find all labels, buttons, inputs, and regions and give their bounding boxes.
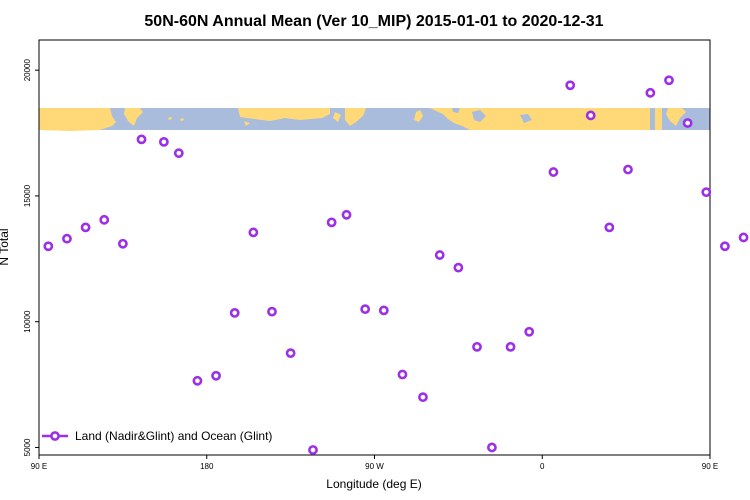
- legend: Land (Nadir&Glint) and Ocean (Glint): [42, 429, 272, 443]
- legend-point-marker: [50, 431, 60, 441]
- y-tick-label: 10000: [23, 310, 32, 333]
- data-point: [80, 222, 91, 233]
- data-point: [720, 241, 730, 252]
- data-point: [326, 217, 337, 228]
- x-axis: 90 E 180 90 W 0 90 E: [31, 455, 718, 471]
- x-axis-label: Longitude (deg E): [326, 477, 421, 491]
- y-axis: 5000 10000 15000 20000: [23, 59, 39, 456]
- data-point: [701, 187, 712, 198]
- data-point: [136, 134, 147, 145]
- data-point: [664, 75, 674, 86]
- data-point: [117, 238, 128, 249]
- data-point: [229, 307, 240, 318]
- data-point: [472, 341, 482, 352]
- data-point: [192, 375, 203, 386]
- data-point: [505, 341, 516, 352]
- data-point: [43, 241, 54, 252]
- data-point: [285, 348, 296, 359]
- data-point: [248, 227, 259, 238]
- chart-title: 50N-60N Annual Mean (Ver 10_MIP) 2015-01…: [144, 13, 603, 30]
- x-tick-label: 0: [540, 462, 545, 471]
- data-point: [418, 392, 428, 403]
- data-point: [397, 369, 408, 380]
- legend-label: Land (Nadir&Glint) and Ocean (Glint): [75, 429, 272, 443]
- data-point: [341, 209, 352, 220]
- y-tick-label: 15000: [23, 184, 32, 207]
- data-point: [62, 233, 72, 244]
- data-point: [565, 80, 576, 91]
- data-point: [211, 370, 221, 381]
- data-point: [267, 306, 277, 317]
- x-tick-label: 90 E: [31, 462, 47, 471]
- data-points: [43, 75, 749, 455]
- x-tick-label: 90 E: [702, 462, 718, 471]
- data-point: [378, 305, 389, 316]
- data-point: [623, 164, 633, 175]
- plot-frame: [38, 39, 711, 456]
- data-point: [585, 110, 596, 121]
- data-point: [99, 214, 110, 225]
- data-point: [524, 326, 535, 337]
- data-point: [682, 118, 693, 128]
- y-axis-label: N Total: [0, 228, 11, 265]
- map-inland-water: [452, 108, 532, 123]
- data-point: [487, 442, 497, 453]
- data-point: [738, 232, 749, 243]
- y-tick-label: 5000: [23, 438, 32, 456]
- world-map-strip: [39, 108, 710, 131]
- data-point: [453, 262, 464, 273]
- data-point: [548, 167, 559, 177]
- y-tick-label: 20000: [23, 59, 32, 82]
- data-point: [360, 304, 371, 315]
- x-tick-label: 90 W: [365, 462, 384, 471]
- data-point: [308, 445, 318, 455]
- data-point: [158, 136, 169, 147]
- x-tick-label: 180: [200, 462, 214, 471]
- data-point: [434, 250, 445, 260]
- data-point: [645, 87, 656, 98]
- data-point: [604, 222, 615, 233]
- data-point: [173, 148, 184, 159]
